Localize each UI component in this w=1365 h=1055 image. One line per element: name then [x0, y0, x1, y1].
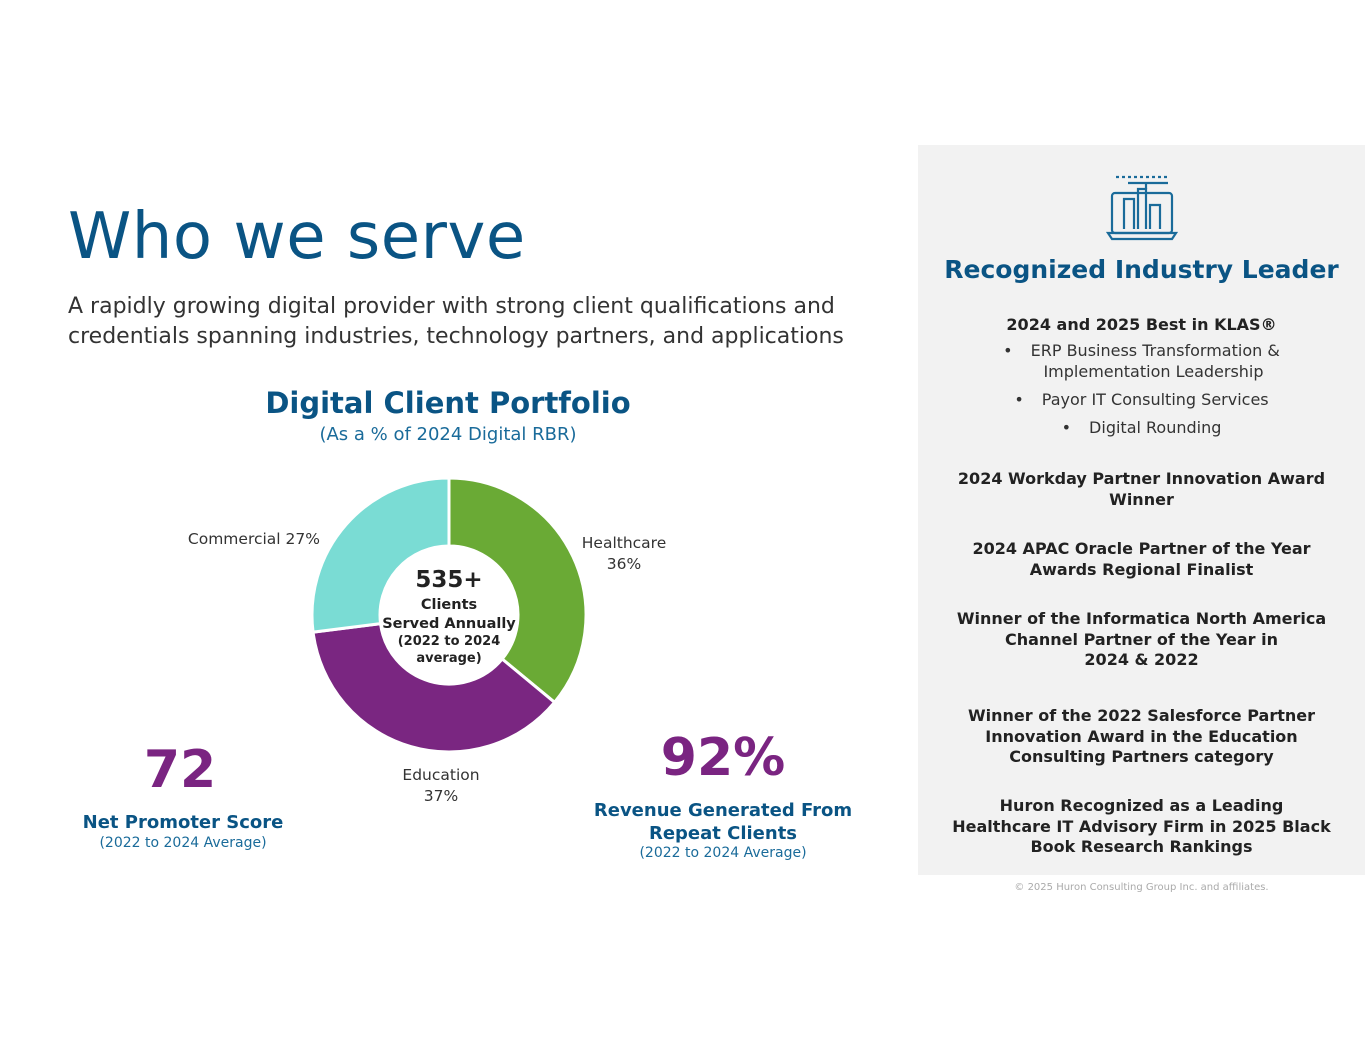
repeat-label-line2: Repeat Clients: [648, 823, 798, 844]
panel-title: Recognized Industry Leader: [944, 255, 1339, 284]
donut-segments: [310, 476, 588, 754]
segment-healthcare: [447, 476, 588, 705]
center-line4: average): [416, 651, 481, 666]
page-title: Who we serve: [68, 200, 526, 274]
klas-heading: 2024 and 2025 Best in KLAS®: [1006, 315, 1277, 334]
award-line: Channel Partner of the Year in: [1004, 629, 1279, 649]
award-line: Consulting Partners category: [1009, 747, 1274, 766]
award-line: Innovation Award in the Education: [985, 726, 1298, 746]
list-item: • ERP Business Transformation & Implement…: [948, 341, 1335, 382]
nps-note: (2022 to 2024 Average): [99, 835, 267, 851]
list-item: • Payor IT Consulting Services: [948, 390, 1335, 411]
bullet: •: [1003, 341, 1013, 360]
label-healthcare-pct: 36%: [607, 555, 641, 573]
award-salesforce: Winner of the 2022 Salesforce Partner In…: [948, 706, 1335, 768]
award-line: Winner of the Informatica North America: [956, 609, 1327, 628]
award-informatica: Winner of the Informatica North America …: [948, 609, 1335, 671]
copyright: © 2025 Huron Consulting Group Inc. and a…: [1014, 882, 1269, 893]
center-line3: (2022 to 2024: [398, 634, 501, 649]
label-education-name: Education: [402, 766, 479, 784]
repeat-note: (2022 to 2024 Average): [639, 845, 807, 861]
award-line: 2024 Workday Partner Innovation Award: [957, 469, 1326, 488]
label-healthcare-name: Healthcare: [582, 534, 667, 552]
label-education-pct: 37%: [424, 787, 458, 805]
center-line1: Clients: [421, 597, 477, 613]
klas-item-1-line1: ERP Business Transformation &: [1030, 341, 1280, 360]
klas-list: • ERP Business Transformation & Implement…: [948, 341, 1335, 446]
center-value: 535+: [415, 567, 482, 593]
page-subtitle: A rapidly growing digital provider with …: [68, 294, 844, 349]
award-line: Healthcare IT Advisory Firm in 2025 Blac…: [952, 816, 1331, 836]
award-line: Winner: [1109, 489, 1174, 509]
repeat-label: Revenue Generated From Repeat Clients: [580, 799, 866, 845]
award-line: Awards Regional Finalist: [1029, 559, 1254, 579]
award-line: Huron Recognized as a Leading: [999, 796, 1284, 815]
award-black-book: Huron Recognized as a Leading Healthcare…: [948, 796, 1335, 858]
recognition-panel: Recognized Industry Leader 2024 and 2025…: [918, 145, 1365, 875]
award-line: Winner of the 2022 Salesforce Partner: [967, 706, 1315, 725]
klas-item-2: Payor IT Consulting Services: [1041, 389, 1269, 409]
repeat-value: 92%: [660, 728, 786, 788]
segment-education: [311, 621, 557, 754]
segment-commercial: [310, 476, 451, 634]
award-oracle: 2024 APAC Oracle Partner of the Year Awa…: [948, 539, 1335, 580]
repeat-label-line1: Revenue Generated From: [593, 800, 853, 821]
bullet: •: [1014, 389, 1024, 409]
center-line2: Served Annually: [382, 616, 516, 632]
award-line: 2024 & 2022: [1084, 650, 1199, 669]
klas-item-1-line2: Implementation Leadership: [1043, 361, 1264, 381]
computer-network-icon: [1106, 175, 1178, 241]
nps-label: Net Promoter Score: [82, 812, 284, 833]
bullet: •: [1061, 417, 1072, 437]
label-commercial: Commercial 27%: [188, 530, 320, 548]
nps-value: 72: [143, 740, 217, 800]
award-line: Book Research Rankings: [1030, 837, 1253, 856]
chart-title: Digital Client Portfolio: [265, 386, 631, 420]
klas-item-3: Digital Rounding: [1089, 417, 1222, 437]
award-line: 2024 APAC Oracle Partner of the Year: [972, 539, 1311, 558]
list-item: • Digital Rounding: [948, 418, 1335, 439]
chart-subtitle: (As a % of 2024 Digital RBR): [319, 424, 577, 445]
award-workday: 2024 Workday Partner Innovation Award Wi…: [948, 469, 1335, 510]
